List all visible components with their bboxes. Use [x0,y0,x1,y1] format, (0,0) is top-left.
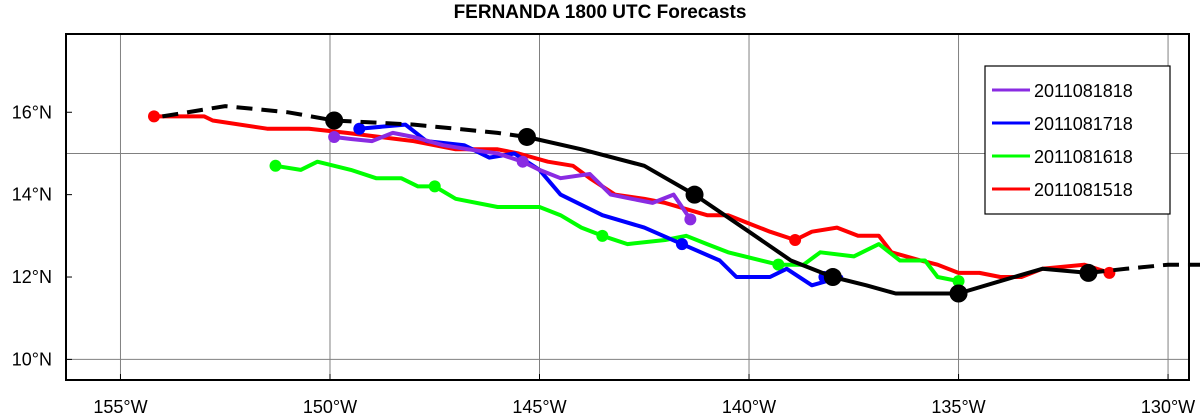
y-tick-label-0: 10°N [12,349,52,369]
series-layer [147,110,1116,288]
series-marker-2011081818-0 [328,130,341,143]
x-tick-label-3: 140°W [722,397,776,417]
series-marker-2011081818-2 [684,213,697,226]
tick-layer: 155°W 150°W 145°W 140°W 135°W 130°W 10°N 12°N 14… [12,102,1195,417]
x-tick-label-0: 155°W [93,397,147,417]
legend-label-2011081518: 2011081518 [1034,180,1133,200]
x-tick-label-5: 130°W [1141,397,1195,417]
best-track-dashed-end [1088,262,1200,275]
chart-title: FERNANDA 1800 UTC Forecasts [453,2,747,23]
series-marker-2011081718-1 [675,238,688,251]
series-marker-2011081818-1 [516,155,529,168]
legend-label-2011081618: 2011081618 [1034,147,1133,167]
legend-label-2011081718: 2011081718 [1034,114,1133,134]
x-tick-label-1: 150°W [303,397,357,417]
best-track-marker-1 [517,127,536,146]
best-track-dashed-start [162,104,528,139]
series-marker-2011081518-2 [1103,266,1116,279]
y-tick-label-3: 16°N [12,102,52,122]
series-line-2011081718 [357,122,844,288]
best-track-marker-3 [823,268,842,287]
x-tick-label-4: 135°W [931,397,985,417]
legend: 2011081818 2011081718 2011081618 2011081518 [984,65,1171,215]
series-marker-2011081618-3 [772,258,785,271]
series-marker-2011081518-0 [147,110,160,123]
plot-frame [65,33,1190,381]
x-tick-label-2: 145°W [512,397,566,417]
series-marker-2011081618-1 [428,180,441,193]
y-tick-label-1: 12°N [12,267,52,287]
series-marker-2011081718-0 [353,122,366,135]
series-marker-2011081618-0 [269,159,282,172]
best-track-marker-0 [325,111,344,130]
y-tick-label-2: 14°N [12,185,52,205]
series-marker-2011081618-4 [952,275,965,288]
series-line-2011081618 [273,159,961,284]
series-marker-2011081618-2 [596,229,609,242]
legend-label-2011081818: 2011081818 [1034,81,1133,101]
best-track-marker-4 [949,284,968,303]
series-line-2011081518 [152,114,1112,279]
grid-layer [66,34,1189,380]
best-track-marker-2 [685,185,704,204]
series-marker-2011081518-1 [789,233,802,246]
best-track-layer [162,104,1200,303]
best-track-marker-5 [1079,263,1098,282]
